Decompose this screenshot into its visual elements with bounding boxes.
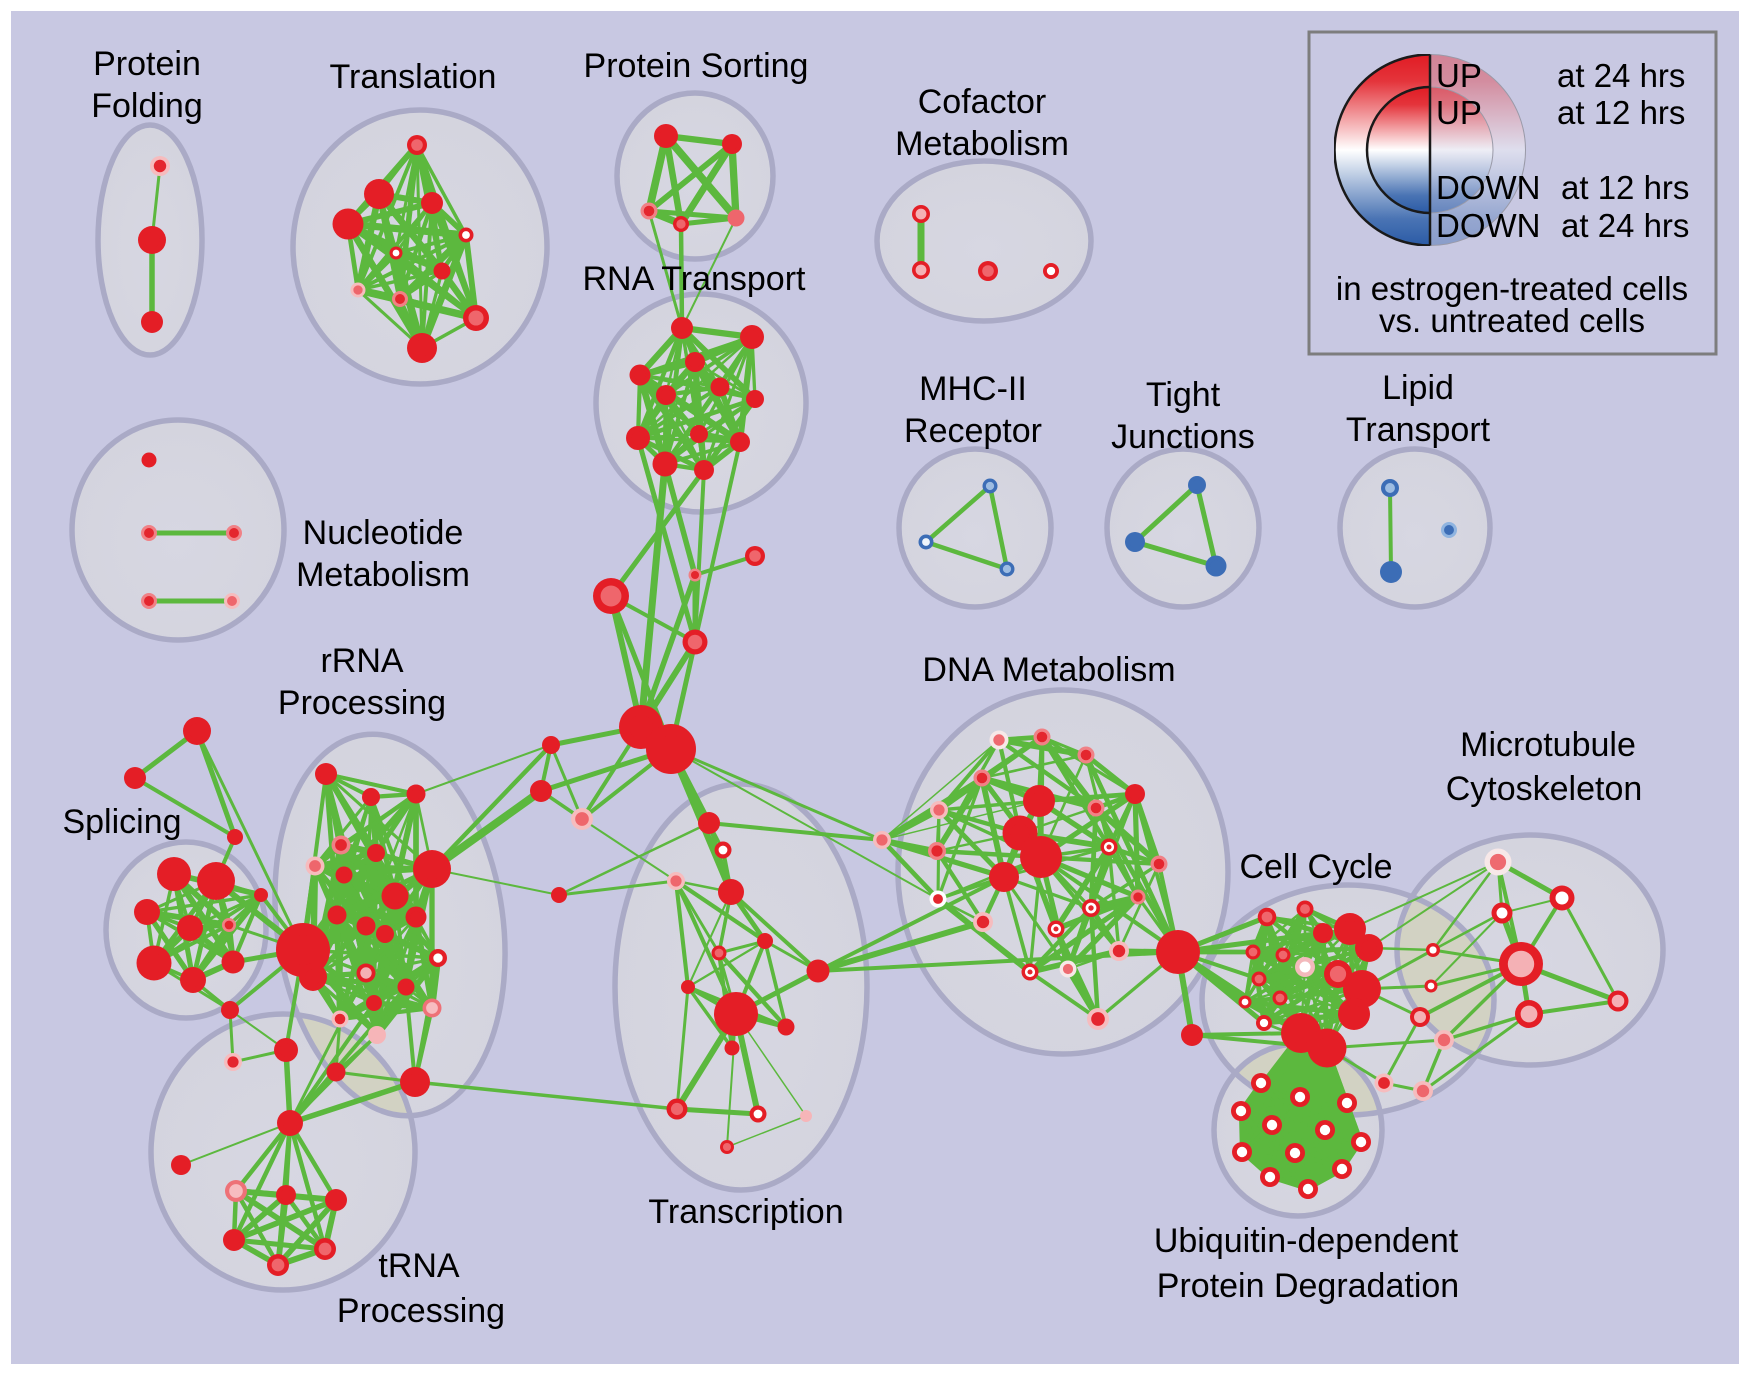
svg-text:tRNA: tRNA — [378, 1247, 460, 1285]
svg-text:Tight: Tight — [1146, 376, 1221, 414]
svg-text:Cytoskeleton: Cytoskeleton — [1446, 770, 1643, 808]
svg-text:DOWN: DOWN — [1436, 169, 1540, 206]
svg-text:Protein Sorting: Protein Sorting — [584, 47, 809, 85]
svg-text:Metabolism: Metabolism — [895, 125, 1069, 163]
svg-text:Protein: Protein — [93, 45, 201, 83]
svg-text:Translation: Translation — [330, 58, 497, 96]
svg-text:vs. untreated cells: vs. untreated cells — [1379, 302, 1645, 339]
svg-text:Processing: Processing — [278, 684, 446, 722]
svg-text:Junctions: Junctions — [1111, 418, 1255, 456]
svg-text:Nucleotide: Nucleotide — [303, 514, 464, 552]
svg-text:Lipid: Lipid — [1382, 369, 1454, 407]
svg-text:Splicing: Splicing — [62, 803, 181, 841]
svg-text:Protein Degradation: Protein Degradation — [1157, 1267, 1459, 1305]
svg-text:Processing: Processing — [337, 1292, 505, 1330]
svg-text:Folding: Folding — [91, 87, 203, 125]
svg-text:Cofactor: Cofactor — [918, 83, 1047, 121]
svg-text:at 24 hrs: at 24 hrs — [1561, 207, 1689, 244]
svg-text:rRNA: rRNA — [320, 642, 403, 680]
svg-text:DNA Metabolism: DNA Metabolism — [922, 651, 1175, 689]
svg-text:Receptor: Receptor — [904, 412, 1042, 450]
svg-text:MHC-II: MHC-II — [919, 370, 1027, 408]
svg-text:Ubiquitin-dependent: Ubiquitin-dependent — [1154, 1222, 1459, 1260]
svg-text:DOWN: DOWN — [1436, 207, 1540, 244]
svg-text:Transcription: Transcription — [648, 1193, 843, 1231]
svg-text:RNA Transport: RNA Transport — [583, 260, 807, 298]
svg-text:Cell Cycle: Cell Cycle — [1239, 848, 1392, 886]
svg-text:Microtubule: Microtubule — [1460, 726, 1636, 764]
svg-text:in estrogen-treated cells: in estrogen-treated cells — [1336, 270, 1688, 307]
svg-text:UP: UP — [1436, 57, 1482, 94]
svg-text:UP: UP — [1436, 94, 1482, 131]
svg-text:Metabolism: Metabolism — [296, 556, 470, 594]
svg-text:Transport: Transport — [1346, 411, 1491, 449]
svg-text:at 12 hrs: at 12 hrs — [1561, 169, 1689, 206]
svg-text:at 12 hrs: at 12 hrs — [1557, 94, 1685, 131]
svg-text:at 24 hrs: at 24 hrs — [1557, 57, 1685, 94]
